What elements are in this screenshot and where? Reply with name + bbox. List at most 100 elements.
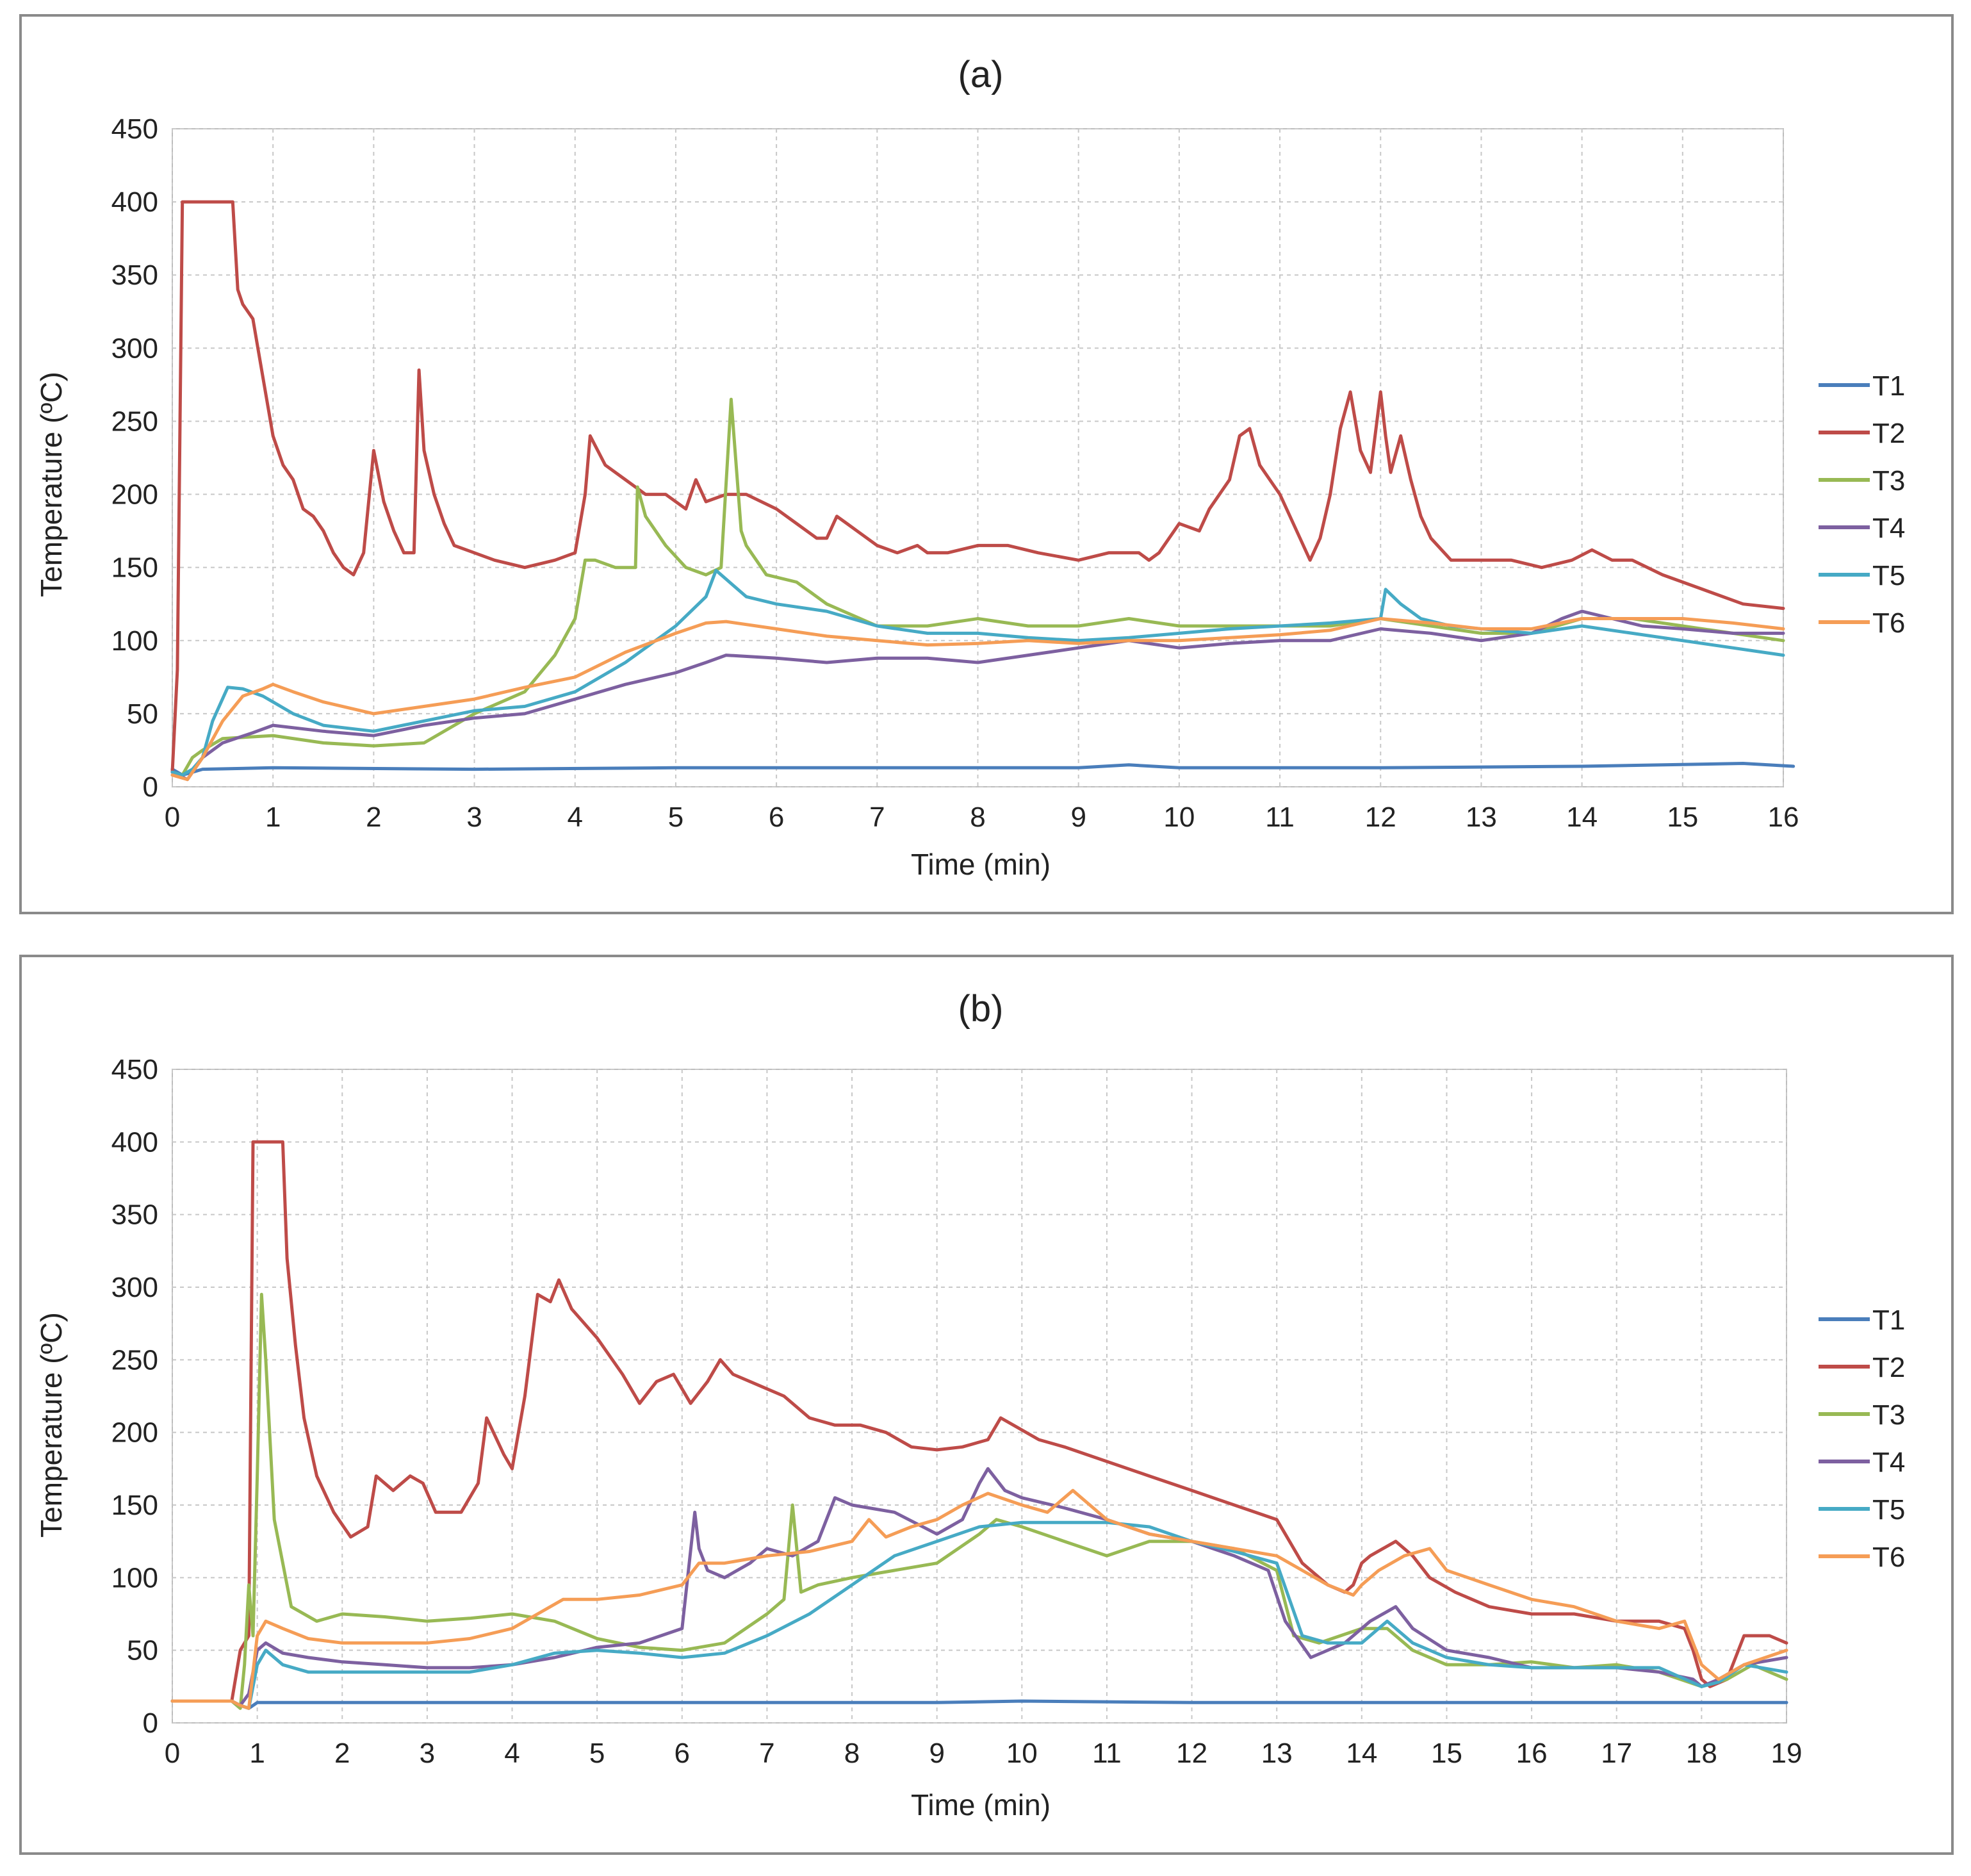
y-tick-label: 200 (111, 1417, 158, 1449)
series-line-t3 (170, 397, 1785, 777)
series-line-t1 (170, 1699, 1788, 1710)
plot-area-b (172, 1069, 1787, 1724)
y-tick-label: 250 (111, 406, 158, 437)
y-tick-label: 250 (111, 1344, 158, 1376)
legend-label-t1: T1 (1872, 370, 1905, 402)
legend-label-t4: T4 (1872, 513, 1905, 544)
chart-a-title: (a) (958, 54, 1004, 95)
chart-b-xticks: 0 1 2 3 4 5 6 7 8 9 10 11 12 13 14 15 16 17 18 19 (165, 1738, 1803, 1769)
x-tick-label: 6 (675, 1738, 690, 1769)
chart-b-svg: (b) Temperature (ºC) Time (min) 05010015… (35, 988, 1905, 1822)
series-line-t4 (170, 1467, 1788, 1707)
x-tick-label: 5 (668, 802, 683, 833)
x-tick-label: 10 (1006, 1738, 1038, 1769)
chart-b-grid (172, 1069, 1787, 1724)
x-tick-label: 4 (504, 1738, 519, 1769)
chart-b-series (170, 1140, 1788, 1710)
x-tick-label: 6 (769, 802, 784, 833)
x-tick-label: 7 (759, 1738, 774, 1769)
chart-panel-b: (b) Temperature (ºC) Time (min) 0 50 100 15… (19, 955, 1954, 1855)
series-line-t2 (170, 200, 1785, 774)
x-tick-label: 4 (568, 802, 583, 833)
x-tick-label: 19 (1771, 1738, 1803, 1769)
series-line-t5 (170, 1520, 1788, 1710)
series-line-t6 (170, 617, 1785, 782)
legend-label-t3: T3 (1872, 465, 1905, 497)
x-tick-label: 7 (869, 802, 885, 833)
chart-a-grid (172, 128, 1784, 787)
x-tick-label: 9 (929, 1738, 944, 1769)
chart-a-svg: (a) Temperature (ºC) Time (min) 05010015… (35, 54, 1905, 881)
y-tick-label: 50 (127, 698, 158, 730)
series-line-t3 (170, 1292, 1788, 1710)
y-tick-label: 0 (143, 771, 158, 803)
chart-a-yticks: 0 50 100 150 200 250 300 350 400 450 (111, 113, 158, 803)
y-tick-label: 100 (111, 1562, 158, 1593)
x-tick-label: 12 (1365, 802, 1396, 833)
x-tick-label: 8 (970, 802, 985, 833)
y-tick-label: 350 (111, 1199, 158, 1231)
chart-panel-a: (a) Temperature (ºC) Time (min) 0 50 100 15… (19, 14, 1954, 914)
y-tick-label: 300 (111, 333, 158, 364)
y-tick-label: 300 (111, 1272, 158, 1303)
chart-b-ylabel: Temperature (ºC) (35, 1312, 68, 1538)
legend-label-t6: T6 (1872, 1542, 1905, 1573)
x-tick-label: 15 (1431, 1738, 1462, 1769)
y-tick-label: 150 (111, 1490, 158, 1521)
x-tick-label: 14 (1346, 1738, 1377, 1769)
legend-label-t6: T6 (1872, 607, 1905, 639)
x-tick-label: 0 (165, 1738, 180, 1769)
y-tick-label: 100 (111, 625, 158, 657)
series-line-t6 (170, 1488, 1788, 1710)
series-line-t2 (170, 1140, 1788, 1703)
x-tick-label: 13 (1466, 802, 1497, 833)
chart-a-series (170, 200, 1795, 782)
chart-a-legend: T1 T2 T3 T4 T5 T6 (1819, 370, 1905, 639)
x-tick-label: 11 (1265, 802, 1295, 833)
legend-label-t1: T1 (1872, 1304, 1905, 1336)
y-tick-label: 0 (143, 1707, 158, 1739)
chart-b-legend: T1 T2 T3 T4 T5 T6 (1819, 1304, 1905, 1573)
plot-area-a (172, 128, 1784, 787)
legend-label-t2: T2 (1872, 1352, 1905, 1383)
x-tick-label: 8 (844, 1738, 860, 1769)
y-tick-label: 350 (111, 259, 158, 291)
series-line-t1 (170, 762, 1795, 777)
y-tick-label: 450 (111, 1054, 158, 1085)
x-tick-label: 13 (1261, 1738, 1293, 1769)
x-tick-label: 3 (420, 1738, 435, 1769)
x-tick-label: 18 (1686, 1738, 1717, 1769)
x-tick-label: 3 (466, 802, 482, 833)
chart-b-xlabel: Time (min) (911, 1788, 1051, 1822)
legend-label-t3: T3 (1872, 1399, 1905, 1431)
x-tick-label: 11 (1092, 1738, 1122, 1769)
x-tick-label: 14 (1566, 802, 1598, 833)
x-tick-label: 1 (265, 802, 281, 833)
chart-b-title: (b) (958, 988, 1004, 1030)
legend-label-t5: T5 (1872, 1494, 1905, 1526)
y-tick-label: 400 (111, 186, 158, 218)
chart-a-xlabel: Time (min) (911, 848, 1051, 881)
x-tick-label: 2 (366, 802, 381, 833)
x-tick-label: 10 (1163, 802, 1195, 833)
chart-a-ylabel: Temperature (ºC) (35, 372, 68, 597)
y-tick-label: 200 (111, 479, 158, 511)
chart-b-yticks: 0 50 100 150 200 250 300 350 400 450 (111, 1054, 158, 1739)
y-tick-label: 450 (111, 113, 158, 145)
chart-a-xticks: 0 1 2 3 4 5 6 7 8 9 10 11 12 13 14 15 16 (165, 802, 1799, 833)
y-tick-label: 150 (111, 552, 158, 584)
x-tick-label: 17 (1601, 1738, 1632, 1769)
x-tick-label: 16 (1516, 1738, 1548, 1769)
x-tick-label: 1 (249, 1738, 265, 1769)
y-tick-label: 50 (127, 1635, 158, 1666)
y-tick-label: 400 (111, 1126, 158, 1158)
x-tick-label: 16 (1768, 802, 1799, 833)
legend-label-t5: T5 (1872, 560, 1905, 591)
x-tick-label: 12 (1176, 1738, 1207, 1769)
legend-label-t4: T4 (1872, 1447, 1905, 1478)
x-tick-label: 9 (1070, 802, 1086, 833)
x-tick-label: 2 (334, 1738, 350, 1769)
x-tick-label: 0 (165, 802, 180, 833)
x-tick-label: 5 (589, 1738, 605, 1769)
x-tick-label: 15 (1667, 802, 1698, 833)
